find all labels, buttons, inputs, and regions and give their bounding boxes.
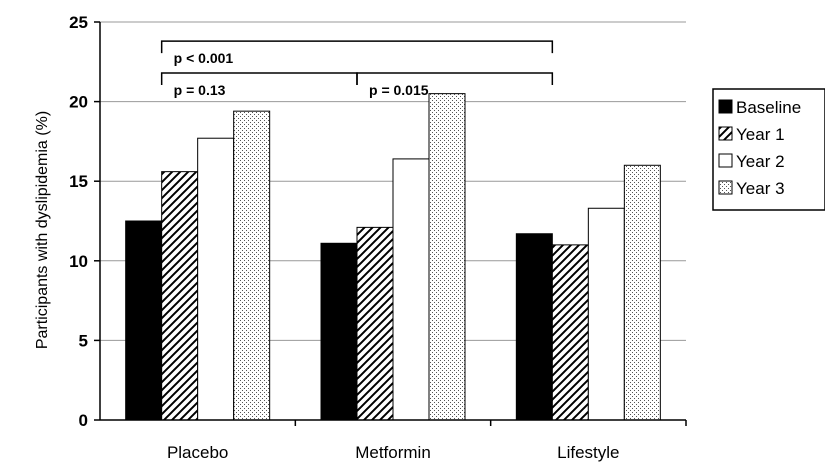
y-tick-label: 0: [79, 411, 88, 430]
y-tick-label: 25: [69, 13, 88, 32]
legend-label: Year 2: [736, 152, 785, 171]
y-tick-label: 15: [69, 172, 88, 191]
legend-label: Baseline: [736, 98, 801, 117]
y-tick-label: 20: [69, 93, 88, 112]
significance-bracket: [356, 72, 554, 85]
y-axis-title: Participants with dyslipidemia (%): [34, 111, 51, 349]
annotations: p < 0.001 p = 0.13 p = 0.015: [160, 40, 554, 98]
legend-label: Year 1: [736, 125, 785, 144]
x-tick-label: Placebo: [167, 443, 228, 462]
bar-year-1-metformin: [356, 226, 394, 421]
legend-swatch: [718, 99, 733, 114]
bar-baseline-placebo: [125, 220, 163, 421]
legend-swatch: [718, 180, 733, 195]
p-value-label: p < 0.001: [174, 50, 234, 66]
legend-label: Year 3: [736, 179, 785, 198]
bar-year-3-lifestyle: [623, 164, 661, 421]
bar-baseline-metformin: [320, 242, 358, 421]
bar-baseline-lifestyle: [515, 233, 553, 421]
axes: 0 5 10 15 20 25 Placebo Metformin Lifestyle: [69, 13, 687, 462]
x-tick-label: Lifestyle: [557, 443, 619, 462]
legend-swatch: [718, 126, 733, 141]
bar-year-3-metformin: [428, 93, 466, 421]
bar-year-2-placebo: [197, 137, 235, 421]
significance-bracket: [160, 40, 554, 54]
bar-year-1-placebo: [161, 171, 199, 421]
legend: Baseline Year 1 Year 2 Year 3: [712, 88, 825, 211]
p-value-label: p = 0.015: [369, 82, 429, 98]
bar-year-2-lifestyle: [587, 207, 625, 421]
y-tick-label: 10: [69, 252, 88, 271]
bars: [125, 93, 661, 421]
p-value-label: p = 0.13: [174, 82, 226, 98]
bar-year-1-lifestyle: [551, 244, 589, 421]
y-tick-label: 5: [79, 331, 88, 350]
bar-year-2-metformin: [392, 158, 430, 421]
x-tick-label: Metformin: [355, 443, 431, 462]
bar-year-3-placebo: [233, 110, 271, 421]
legend-swatch: [718, 153, 733, 168]
